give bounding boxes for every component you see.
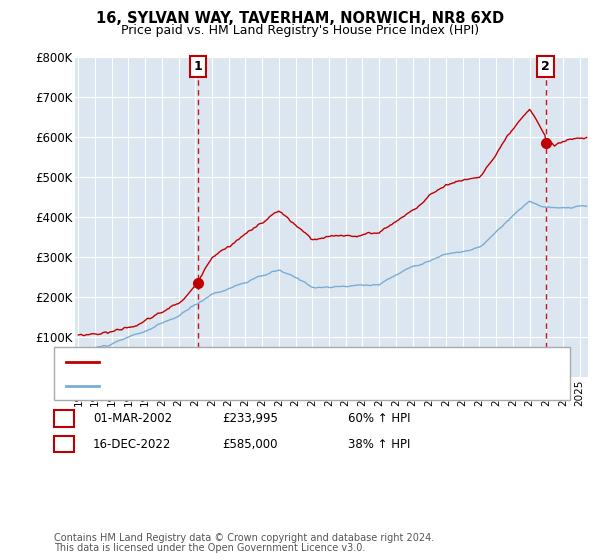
Text: Contains HM Land Registry data © Crown copyright and database right 2024.: Contains HM Land Registry data © Crown c… bbox=[54, 533, 434, 543]
Text: 01-MAR-2002: 01-MAR-2002 bbox=[93, 412, 172, 426]
Text: 38% ↑ HPI: 38% ↑ HPI bbox=[348, 437, 410, 451]
Text: 2: 2 bbox=[541, 60, 550, 73]
Text: HPI: Average price, detached house, Broadland: HPI: Average price, detached house, Broa… bbox=[105, 380, 368, 390]
Text: This data is licensed under the Open Government Licence v3.0.: This data is licensed under the Open Gov… bbox=[54, 543, 365, 553]
Text: £233,995: £233,995 bbox=[222, 412, 278, 426]
Text: 1: 1 bbox=[194, 60, 203, 73]
Text: Price paid vs. HM Land Registry's House Price Index (HPI): Price paid vs. HM Land Registry's House … bbox=[121, 24, 479, 36]
Text: 16, SYLVAN WAY, TAVERHAM, NORWICH, NR8 6XD: 16, SYLVAN WAY, TAVERHAM, NORWICH, NR8 6… bbox=[96, 11, 504, 26]
Text: 1: 1 bbox=[59, 412, 68, 426]
Text: 60% ↑ HPI: 60% ↑ HPI bbox=[348, 412, 410, 426]
Text: 2: 2 bbox=[59, 437, 68, 451]
Text: £585,000: £585,000 bbox=[222, 437, 277, 451]
Text: 16, SYLVAN WAY, TAVERHAM, NORWICH, NR8 6XD (detached house): 16, SYLVAN WAY, TAVERHAM, NORWICH, NR8 6… bbox=[105, 357, 484, 367]
Text: 16-DEC-2022: 16-DEC-2022 bbox=[93, 437, 172, 451]
